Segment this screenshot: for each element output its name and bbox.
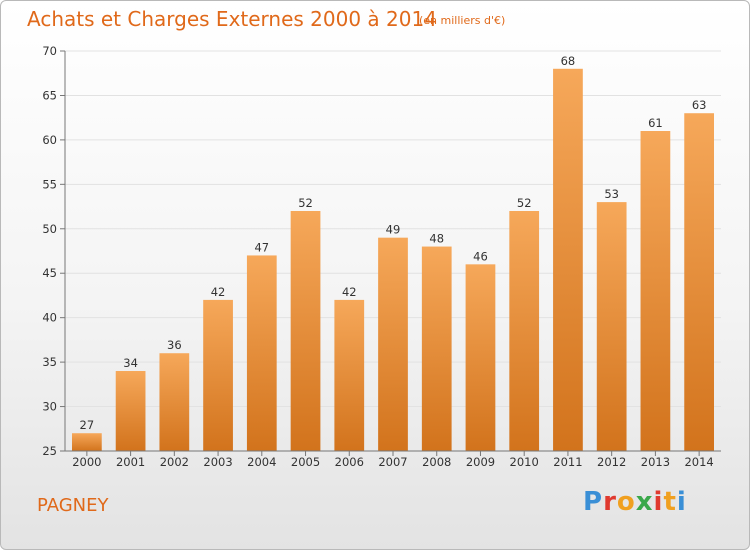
data-label-2008: 48 [429,232,444,246]
y-tick-label: 60 [42,133,57,147]
bar-2002 [159,353,190,451]
y-tick-label: 35 [42,355,57,369]
bar-2000 [71,433,102,451]
x-tick-label: 2000 [72,455,101,469]
y-tick-label: 40 [42,311,57,325]
bar-2006 [334,299,365,451]
bar-2001 [115,371,146,451]
y-tick-label: 65 [42,88,57,102]
bar-2011 [553,68,583,452]
data-label-2013: 61 [648,116,663,130]
x-tick-label: 2001 [116,455,145,469]
x-tick-label: 2008 [422,455,451,469]
bar-2014 [684,113,715,451]
logo-letter: i [653,487,664,517]
x-tick-label: 2003 [203,455,232,469]
logo-letter: t [663,487,677,517]
x-tick-label: 2011 [553,455,582,469]
bar-2012 [596,202,627,451]
x-tick-label: 2004 [247,455,276,469]
bar-2004 [246,255,277,451]
x-tick-label: 2007 [378,455,407,469]
data-label-2003: 42 [211,285,226,299]
y-tick-label: 25 [42,444,57,458]
data-label-2012: 53 [604,187,619,201]
data-label-2005: 52 [298,196,313,210]
x-tick-label: 2009 [466,455,495,469]
x-tick-label: 2005 [291,455,320,469]
y-tick-label: 45 [42,266,57,280]
data-label-2004: 47 [254,240,269,254]
logo-letter: r [603,487,617,517]
logo-letter: i [676,487,687,517]
x-tick-label: 2013 [641,455,670,469]
bars [71,68,715,452]
place-name: PAGNEY [37,495,109,516]
logo-letter: o [616,487,636,517]
x-tick-label: 2012 [597,455,626,469]
logo-letter: P [583,487,604,517]
x-tick-label: 2006 [335,455,364,469]
bar-2010 [509,211,540,451]
labels: 25 30 35 40 45 50 55 60 65 70 27 2000 34 2001 36 2002 42… [42,44,713,469]
data-label-2009: 46 [473,249,488,263]
bar-2013 [640,131,671,451]
data-label-2010: 52 [517,196,532,210]
data-label-2006: 42 [342,285,357,299]
data-label-2011: 68 [561,54,576,68]
data-label-2000: 27 [80,418,95,432]
y-tick-label: 50 [42,222,57,236]
data-label-2014: 63 [692,98,707,112]
x-tick-label: 2010 [510,455,539,469]
axes [60,50,721,456]
bar-2003 [203,299,233,451]
y-tick-label: 70 [42,44,57,58]
bar-2005 [290,211,321,451]
x-tick-label: 2014 [684,455,713,469]
data-label-2001: 34 [123,356,138,370]
x-tick-label: 2002 [160,455,189,469]
y-tick-label: 30 [42,400,57,414]
logo-letter: x [635,487,654,517]
bar-2009 [465,264,496,451]
data-label-2002: 36 [167,338,182,352]
bar-2008 [421,246,452,451]
data-label-2007: 49 [386,223,401,237]
chart-subtitle: (en milliers d'€) [419,14,506,27]
chart-title: Achats et Charges Externes 2000 à 2014 [27,7,437,31]
bar-2007 [378,237,408,451]
y-tick-label: 55 [42,177,57,191]
proxiti-logo: Proxiti [583,487,687,517]
